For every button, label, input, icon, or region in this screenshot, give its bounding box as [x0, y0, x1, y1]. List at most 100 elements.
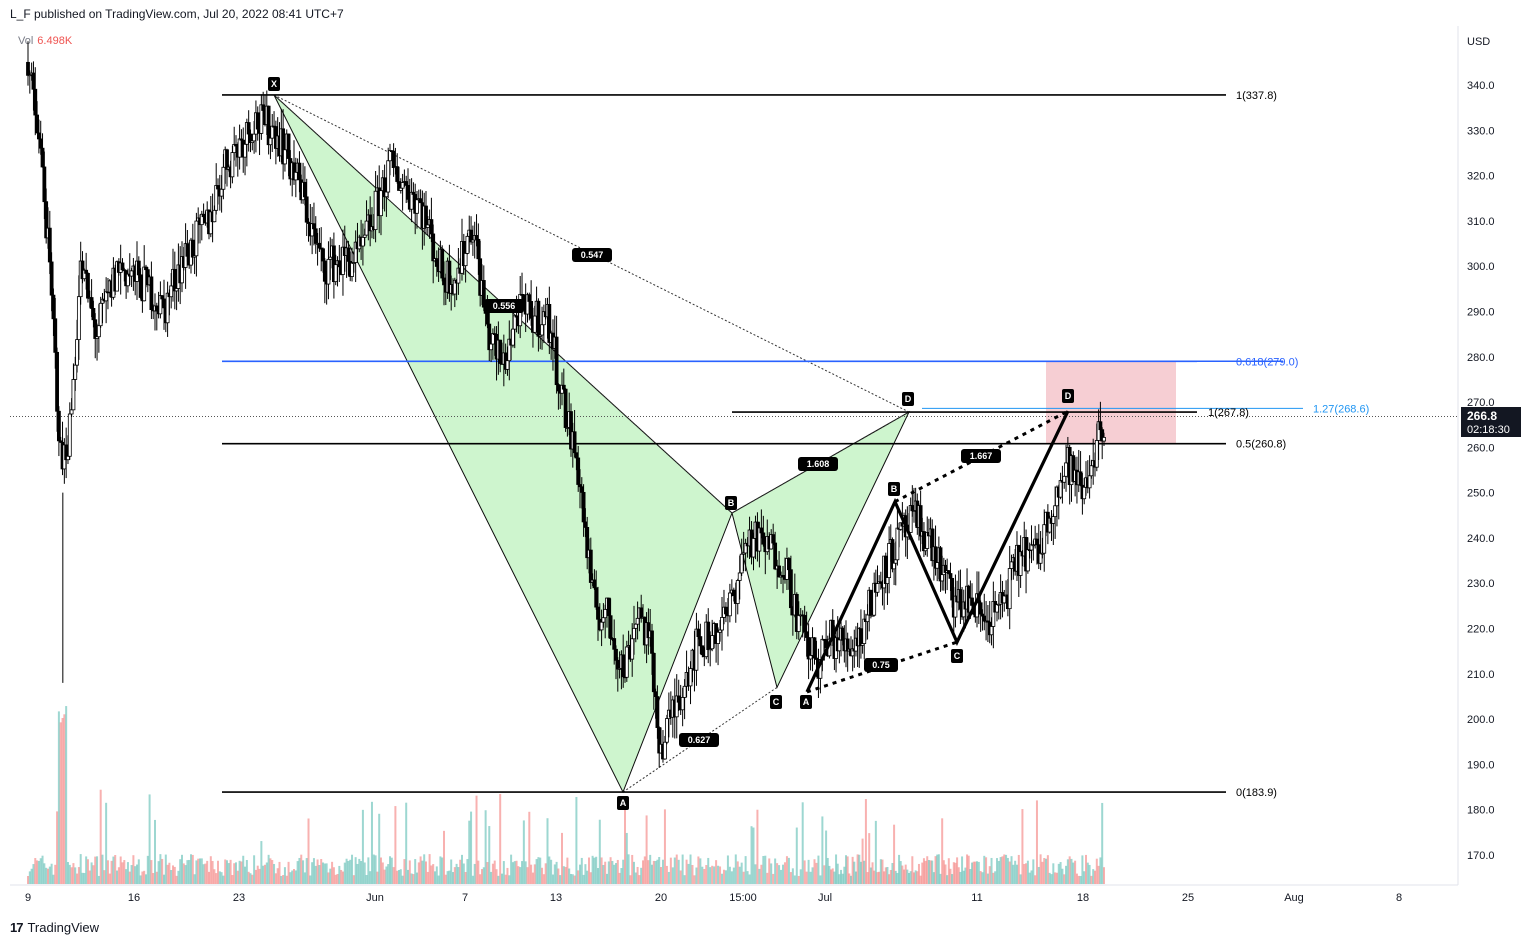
volume-bar [988, 866, 991, 884]
volume-bar [535, 859, 538, 884]
volume-bar [349, 859, 352, 884]
volume-bar [79, 854, 82, 884]
candle-body [138, 274, 143, 298]
ratio-badge [572, 248, 612, 262]
volume-bar [278, 861, 281, 884]
candle-body [73, 364, 78, 380]
volume-bar [119, 856, 122, 884]
volume-bar [446, 871, 449, 884]
volume-bar [942, 860, 945, 884]
volume-bar [894, 870, 897, 884]
volume-bar [971, 862, 974, 884]
point-text: A [620, 798, 627, 808]
volume-bar [1043, 858, 1046, 884]
volume-bar [112, 856, 115, 884]
point-badge [800, 695, 812, 709]
candle-body [120, 262, 125, 271]
volume-bar [81, 872, 84, 884]
volume-bar [389, 856, 391, 884]
volume-bar [976, 861, 978, 884]
volume-bar [584, 864, 587, 884]
candle-body [190, 239, 195, 258]
volume-bar [966, 854, 969, 884]
volume-value: 6.498K [37, 35, 73, 47]
candle-body [418, 198, 423, 204]
volume-bar [329, 868, 332, 884]
volume-bar [901, 865, 904, 884]
candle-body [37, 132, 41, 140]
volume-bar [200, 858, 203, 884]
volume-bar [356, 863, 359, 884]
candle-body [576, 457, 581, 485]
point-text: D [1065, 391, 1072, 401]
tradingview-footer: 17 TradingView [10, 920, 99, 935]
candle-body [940, 574, 945, 582]
volume-bar [46, 868, 49, 884]
volume-bar [649, 854, 652, 884]
candle-body [71, 379, 76, 411]
candle-body [89, 297, 94, 309]
volume-bar [791, 868, 794, 884]
volume-bar [291, 870, 294, 884]
publisher-header: L_F published on TradingView.com, Jul 20… [10, 7, 344, 21]
volume-bar [70, 867, 73, 884]
volume-bar [439, 856, 442, 884]
candle-body [608, 615, 613, 639]
volume-bar [332, 867, 335, 884]
candle-body [93, 319, 98, 339]
volume-bar [643, 856, 646, 884]
volume-bar [296, 861, 299, 884]
volume-bar [774, 858, 777, 884]
y-tick-label: 310.0 [1467, 216, 1495, 228]
volume-bar [52, 874, 55, 884]
volume-bar [477, 860, 480, 884]
volume-bar [92, 865, 95, 884]
candle-body [364, 220, 369, 236]
candle-body [268, 137, 273, 146]
volume-bar [871, 862, 874, 884]
volume-bar [693, 875, 696, 884]
volume-bar [137, 859, 140, 884]
volume-bar [517, 866, 520, 884]
volume-bar [343, 862, 346, 884]
volume-bar [1094, 870, 1096, 884]
volume-bar [141, 871, 144, 884]
volume-bar [372, 854, 375, 884]
volume-bar [997, 860, 1000, 884]
volume-bar [990, 857, 993, 884]
volume-bar [636, 866, 639, 884]
volume-bar [90, 862, 93, 884]
volume-bar [1057, 863, 1060, 884]
volume-bar [760, 864, 763, 884]
pattern1-point-c: C [770, 695, 782, 709]
candle-body [246, 122, 251, 135]
candle-body [313, 228, 318, 244]
volume-bar [762, 855, 765, 884]
volume-bar [1030, 870, 1033, 884]
y-tick-label: 290.0 [1467, 306, 1495, 318]
volume-bar [964, 867, 967, 884]
candle-body [56, 410, 61, 442]
volume-bar [428, 854, 431, 884]
volume-bar [182, 863, 185, 884]
volume-bar [423, 854, 426, 884]
volume-bar [218, 871, 221, 884]
volume-bar [380, 857, 382, 884]
volume-bar [656, 859, 659, 884]
volume-bar [325, 863, 328, 884]
candle-body [948, 573, 953, 579]
volume-bar [744, 856, 747, 884]
volume-bar [772, 873, 775, 884]
volume-bar [721, 873, 724, 884]
volume-bar [274, 873, 277, 884]
volume-bar [591, 855, 594, 884]
y-tick-label: 220.0 [1467, 624, 1495, 636]
volume-bar [848, 873, 851, 884]
volume-bar [908, 872, 911, 884]
volume-bar [117, 867, 120, 884]
volume-bar [1085, 854, 1087, 884]
candle-body [574, 452, 579, 459]
volume-bar [999, 857, 1002, 884]
tradingview-brand: TradingView [27, 920, 100, 935]
